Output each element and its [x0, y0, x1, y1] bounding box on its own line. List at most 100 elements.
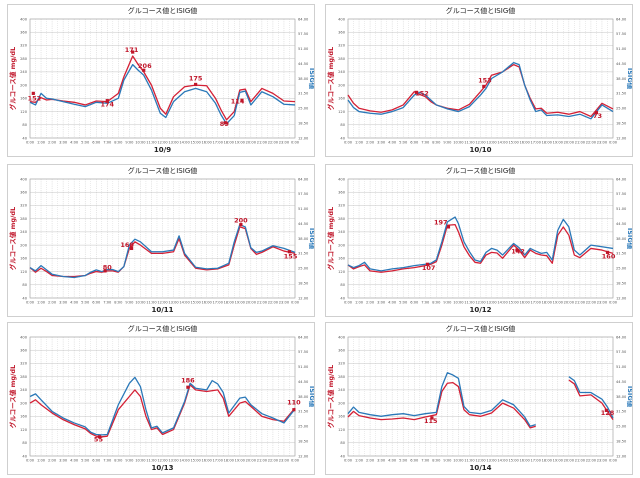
date-label: 10/14 — [469, 464, 491, 472]
x-tick-label: 13:00 — [168, 141, 179, 145]
calibration-point — [515, 248, 519, 252]
x-tick-label: 17:00 — [213, 141, 224, 145]
x-tick-label: 13:00 — [486, 141, 497, 145]
x-tick-label: 8:00 — [114, 301, 123, 305]
y-tick-label: 40 — [340, 296, 345, 300]
chart-svg: グルコース値とISIG値 40 80 120 160 200 240 280 320 360 400… — [8, 6, 314, 154]
x-tick-label: 21:00 — [257, 141, 268, 145]
x-tick-label: 23:00 — [597, 301, 608, 305]
data-label: 114 — [231, 97, 245, 105]
x-tick-label: 9:00 — [125, 141, 134, 145]
chart-panel: グルコース値とISIG値 40 80 120 160 200 240 280 320 360 400… — [7, 164, 315, 317]
y2-tick-label: 44.50 — [616, 222, 627, 226]
isig-series-line — [29, 223, 296, 279]
x-tick-label: 0:00 — [26, 459, 35, 463]
chart-svg: グルコース値とISIG値 40 80 120 160 200 240 280 320 360 400… — [8, 166, 314, 314]
x-tick-label: 21:00 — [575, 301, 586, 305]
y2-tick-label: 38.00 — [616, 77, 627, 81]
y2-axis-label: ISIG値 — [308, 228, 314, 250]
y-tick-label: 320 — [20, 204, 28, 208]
x-tick-label: 19:00 — [235, 301, 246, 305]
x-tick-label: 7:00 — [421, 141, 430, 145]
x-tick-label: 6:00 — [410, 459, 419, 463]
calibration-point — [414, 90, 419, 94]
y2-tick-label: 31.50 — [616, 410, 627, 414]
data-label: 142 — [511, 247, 525, 255]
y2-tick-label: 12.00 — [616, 136, 627, 140]
calibration-point — [240, 98, 244, 102]
x-tick-label: 22:00 — [268, 459, 279, 463]
x-tick-label: 11:00 — [464, 141, 475, 145]
x-tick-label: 6:00 — [410, 141, 419, 145]
y-axis-label: グルコース値 mg/dL — [8, 47, 17, 110]
x-tick-label: 15:00 — [190, 459, 201, 463]
x-tick-label: 14:00 — [179, 301, 190, 305]
x-tick-label: 4:00 — [70, 459, 79, 463]
chart-svg: グルコース値とISIG値 40 80 120 160 200 240 280 320 360 400… — [8, 324, 314, 472]
chart-title: グルコース値とISIG値 — [446, 324, 516, 333]
isig-series-line — [29, 63, 296, 125]
x-tick-label: 8:00 — [114, 141, 123, 145]
y-tick-label: 80 — [22, 283, 27, 287]
y2-tick-label: 25.00 — [298, 425, 309, 429]
x-tick-label: 23:00 — [597, 459, 608, 463]
isig-series-line — [347, 61, 614, 120]
data-label: 115 — [424, 417, 438, 425]
y2-tick-label: 44.50 — [616, 62, 627, 66]
y2-tick-label: 64.00 — [298, 177, 309, 181]
y-tick-label: 200 — [20, 401, 28, 405]
y-tick-label: 40 — [340, 136, 345, 140]
x-tick-label: 15:00 — [190, 141, 201, 145]
x-tick-label: 10:00 — [453, 141, 464, 145]
x-tick-label: 7:00 — [421, 301, 430, 305]
y2-tick-label: 64.00 — [298, 335, 309, 339]
date-label: 10/9 — [154, 146, 171, 154]
glucose-series-line — [347, 63, 614, 118]
y2-tick-label: 57.50 — [616, 32, 627, 36]
y2-tick-label: 51.00 — [298, 207, 309, 211]
x-tick-label: 0:00 — [609, 459, 618, 463]
calibration-point — [605, 250, 610, 254]
y2-axis-label: ISIG値 — [626, 228, 632, 250]
y-tick-label: 400 — [20, 177, 28, 181]
glucose-series-line — [347, 223, 614, 273]
x-tick-label: 0:00 — [344, 459, 353, 463]
y2-tick-label: 25.00 — [298, 107, 309, 111]
y2-tick-label: 38.00 — [616, 395, 627, 399]
x-tick-label: 2:00 — [48, 301, 57, 305]
y-tick-label: 240 — [338, 230, 346, 234]
x-tick-label: 10:00 — [135, 301, 146, 305]
x-tick-label: 3:00 — [377, 301, 386, 305]
x-tick-label: 1:00 — [355, 141, 364, 145]
x-tick-label: 5:00 — [81, 301, 90, 305]
data-label: 89 — [220, 120, 230, 128]
x-tick-label: 19:00 — [235, 459, 246, 463]
y-tick-label: 160 — [338, 257, 346, 261]
x-tick-label: 0:00 — [26, 301, 35, 305]
chart-title: グルコース値とISIG値 — [446, 166, 516, 175]
x-tick-label: 19:00 — [553, 301, 564, 305]
x-tick-label: 12:00 — [157, 141, 168, 145]
y-tick-label: 200 — [20, 243, 28, 247]
y-tick-label: 80 — [22, 123, 27, 127]
chart-title: グルコース値とISIG値 — [128, 166, 198, 175]
isig-series-line — [347, 216, 614, 272]
y-tick-label: 280 — [338, 375, 346, 379]
x-tick-label: 21:00 — [257, 459, 268, 463]
y-axis-label: グルコース値 mg/dL — [326, 47, 335, 110]
y2-tick-label: 31.50 — [616, 92, 627, 96]
y-tick-label: 240 — [338, 388, 346, 392]
x-tick-label: 15:00 — [508, 301, 519, 305]
x-tick-label: 6:00 — [92, 301, 101, 305]
y-tick-label: 200 — [338, 401, 346, 405]
chart-panel: グルコース値とISIG値 40 80 120 160 200 240 280 320 360 400… — [325, 322, 633, 475]
x-tick-label: 12:00 — [157, 301, 168, 305]
y-tick-label: 160 — [338, 97, 346, 101]
calibration-point — [103, 269, 107, 273]
x-tick-label: 1:00 — [355, 459, 364, 463]
x-tick-label: 7:00 — [421, 459, 430, 463]
x-tick-label: 13:00 — [486, 301, 497, 305]
x-tick-label: 20:00 — [564, 459, 575, 463]
y2-tick-label: 18.50 — [298, 281, 309, 285]
chart-title: グルコース値とISIG値 — [128, 324, 198, 333]
